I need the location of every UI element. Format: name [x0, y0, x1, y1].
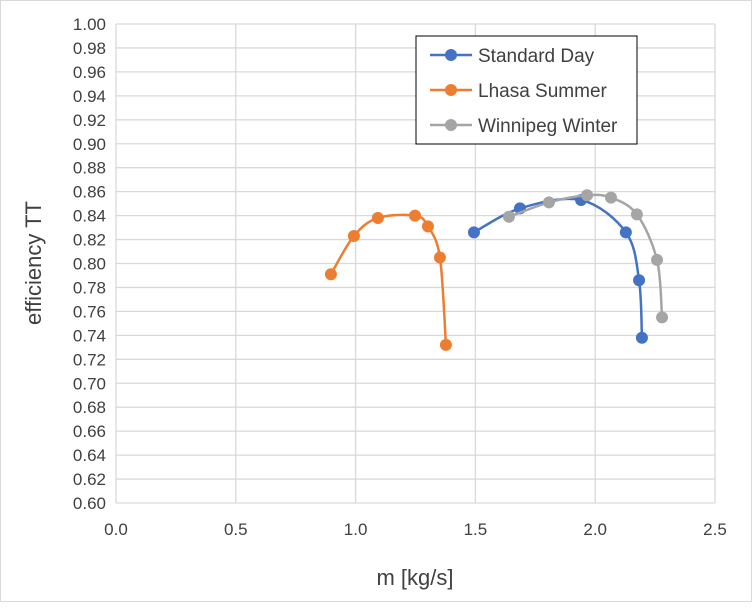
- x-tick-label: 0.5: [224, 520, 248, 539]
- data-point: [409, 209, 422, 222]
- data-point: [630, 208, 643, 221]
- y-axis-label: efficiency TT: [21, 201, 46, 325]
- y-tick-label: 0.76: [73, 302, 106, 321]
- y-tick-label: 1.00: [73, 15, 106, 34]
- y-tick-label: 0.96: [73, 63, 106, 82]
- y-tick-label: 0.90: [73, 135, 106, 154]
- x-tick-label: 1.5: [464, 520, 488, 539]
- y-tick-label: 0.68: [73, 398, 106, 417]
- y-tick-label: 0.98: [73, 39, 106, 58]
- y-tick-label: 0.82: [73, 231, 106, 250]
- x-tick-label: 2.5: [703, 520, 727, 539]
- x-tick-label: 0.0: [104, 520, 128, 539]
- legend-label: Winnipeg Winter: [478, 116, 618, 137]
- y-tick-label: 0.62: [73, 470, 106, 489]
- data-point: [502, 210, 515, 223]
- data-point: [542, 196, 555, 209]
- x-tick-label: 2.0: [583, 520, 607, 539]
- y-tick-label: 0.60: [73, 494, 106, 513]
- data-point: [581, 189, 594, 202]
- data-point: [433, 251, 446, 264]
- y-tick-label: 0.64: [73, 446, 106, 465]
- y-tick-label: 0.66: [73, 422, 106, 441]
- data-point: [467, 226, 480, 239]
- data-point: [371, 211, 384, 224]
- data-point: [635, 331, 648, 344]
- data-point: [633, 274, 646, 287]
- data-point: [619, 226, 632, 239]
- y-tick-label: 0.86: [73, 183, 106, 202]
- data-point: [605, 191, 618, 204]
- legend-marker: [445, 84, 457, 96]
- x-axis-label: m [kg/s]: [376, 565, 453, 590]
- data-point: [651, 253, 664, 266]
- y-tick-label: 0.80: [73, 255, 106, 274]
- y-tick-label: 0.78: [73, 278, 106, 297]
- y-tick-label: 0.72: [73, 350, 106, 369]
- x-tick-label: 1.0: [344, 520, 368, 539]
- legend-label: Standard Day: [478, 46, 595, 67]
- y-tick-label: 0.70: [73, 374, 106, 393]
- data-point: [421, 220, 434, 233]
- data-point: [324, 268, 337, 281]
- legend-marker: [445, 49, 457, 61]
- data-point: [347, 229, 360, 242]
- legend-label: Lhasa Summer: [478, 81, 608, 102]
- data-point: [439, 338, 452, 351]
- legend: Standard Day Lhasa Summer Winnipeg Winter: [415, 35, 638, 145]
- y-tick-label: 0.84: [73, 207, 106, 226]
- data-point: [656, 311, 669, 324]
- y-tick-label: 0.88: [73, 159, 106, 178]
- series-line: [473, 197, 644, 338]
- legend-marker: [445, 119, 457, 131]
- y-tick-label: 0.92: [73, 111, 106, 130]
- y-tick-label: 0.94: [73, 87, 106, 106]
- y-tick-label: 0.74: [73, 326, 106, 345]
